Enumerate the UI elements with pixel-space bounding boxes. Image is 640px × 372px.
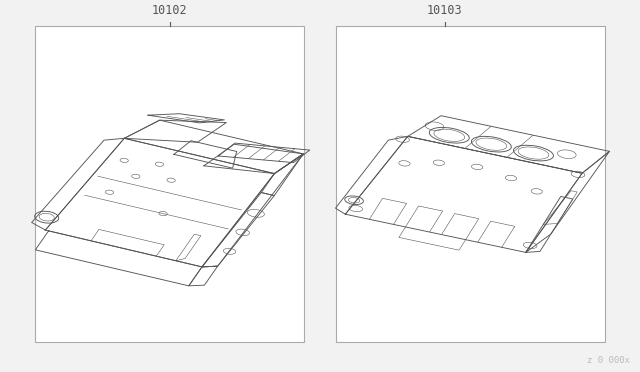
Text: 10102: 10102 <box>152 4 188 17</box>
Text: 10103: 10103 <box>427 4 463 17</box>
Bar <box>336 26 605 342</box>
Bar <box>35 26 304 342</box>
Text: z 0 000x: z 0 000x <box>588 356 630 365</box>
